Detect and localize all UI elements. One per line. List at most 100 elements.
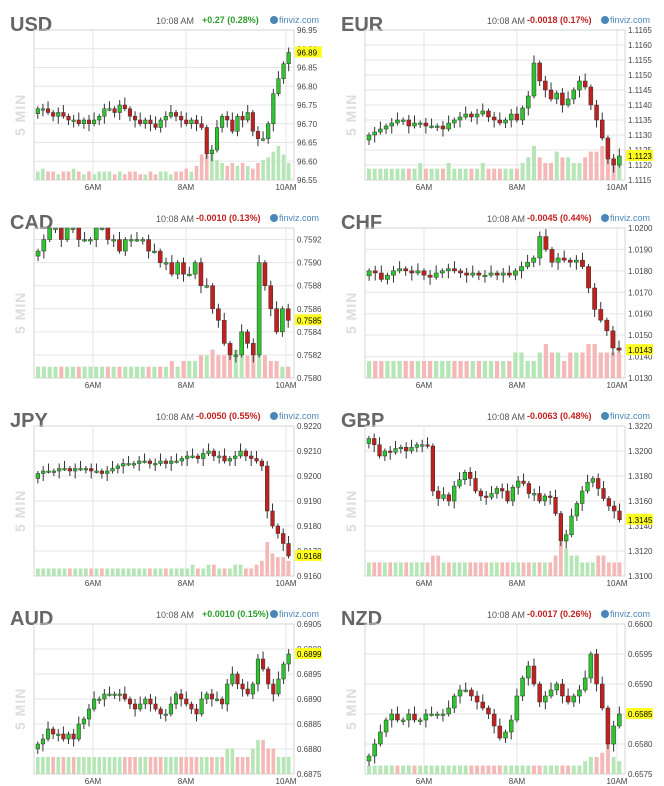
finviz-logo[interactable]: finviz.com [270, 15, 319, 25]
candle [565, 98, 571, 106]
candle [198, 262, 204, 286]
candle [35, 743, 40, 750]
candle [596, 478, 601, 489]
volume-bar [265, 542, 270, 576]
candle [417, 719, 423, 722]
candle [610, 330, 616, 349]
volume-bar [486, 765, 491, 774]
candle [143, 698, 148, 705]
candle [286, 653, 291, 665]
volume-bar [240, 757, 245, 774]
volume-bar [36, 568, 40, 576]
candle [588, 653, 594, 679]
volume-bar [397, 361, 402, 378]
volume-bar [286, 366, 291, 378]
candle [249, 455, 254, 459]
volume-bar [138, 757, 142, 774]
candle [173, 693, 179, 705]
last-price-marker [295, 46, 322, 58]
volume-bar [500, 562, 505, 576]
candle [484, 495, 489, 498]
volume-bar [418, 163, 423, 180]
candle [92, 698, 97, 710]
candle [567, 259, 573, 263]
volume-bar [286, 757, 291, 774]
volume-bar [52, 568, 56, 576]
candle [56, 112, 61, 117]
finviz-logo[interactable]: finviz.com [270, 609, 319, 619]
x-tick-label: 10AM [276, 183, 297, 192]
candle [276, 78, 281, 94]
last-price-marker [295, 550, 322, 561]
x-tick-label: 6AM [416, 381, 433, 390]
candle [436, 490, 441, 499]
volume-bar [271, 151, 276, 180]
candle [474, 695, 480, 703]
candle [204, 693, 209, 700]
watermark-text: finviz.com [610, 213, 651, 223]
watermark-text: finviz.com [610, 411, 651, 421]
y-tick-label: 0.9180 [297, 522, 322, 531]
volume-bar [222, 355, 227, 378]
finviz-logo[interactable]: finviz.com [601, 213, 650, 223]
volume-bar [110, 568, 115, 576]
candle [611, 725, 616, 745]
candle [463, 689, 468, 692]
volume-bar [97, 757, 102, 774]
volume-bar [401, 765, 406, 774]
volume-bar [82, 366, 87, 378]
change-value: -0.0063 (0.48%) [527, 411, 592, 421]
volume-bar [399, 562, 403, 576]
volume-bar [495, 361, 500, 378]
volume-bar [548, 562, 553, 576]
finviz-logo[interactable]: finviz.com [601, 15, 650, 25]
volume-bar [46, 171, 50, 180]
candle [425, 444, 430, 447]
candle [574, 503, 579, 517]
volume-bar [270, 553, 275, 576]
candle [131, 463, 136, 466]
x-tick-label: 8AM [509, 183, 526, 192]
x-tick-label: 10AM [607, 777, 628, 786]
volume-bar [88, 366, 93, 378]
finviz-logo[interactable]: finviz.com [601, 609, 650, 619]
finviz-logo[interactable]: finviz.com [270, 213, 319, 223]
x-tick-label: 8AM [178, 183, 195, 192]
candle [117, 104, 122, 113]
candle [268, 285, 274, 310]
volume-bar [588, 757, 593, 774]
volume-bar [129, 366, 134, 378]
candle [35, 473, 40, 479]
volume-bar [276, 557, 280, 576]
volume-bar [152, 366, 157, 378]
volume-bar [233, 564, 238, 576]
candle [174, 460, 179, 463]
candle [59, 227, 64, 240]
last-price-marker [626, 150, 653, 161]
candle [214, 127, 220, 151]
candle [76, 119, 81, 124]
volume-bar [480, 163, 485, 180]
y-tick-label: 1.1145 [628, 86, 652, 95]
volume-bar [526, 765, 531, 774]
volume-bar [46, 757, 50, 774]
candle [553, 497, 558, 514]
volume-bar [373, 361, 378, 378]
volume-bar [389, 765, 394, 774]
volume-bar [57, 568, 62, 576]
finviz-logo[interactable]: finviz.com [270, 411, 319, 421]
candle [168, 703, 173, 715]
candle [549, 249, 555, 263]
y-tick-label: 1.3100 [628, 572, 653, 581]
candle [480, 110, 486, 115]
y-tick-label: 1.1115 [628, 176, 652, 185]
volume-bar [117, 366, 122, 378]
candle [261, 138, 266, 141]
volume-bar [549, 352, 555, 378]
volume-bar [591, 562, 595, 576]
candle [179, 693, 184, 700]
candle [112, 108, 117, 113]
candle [400, 719, 406, 722]
finviz-logo[interactable]: finviz.com [601, 411, 650, 421]
y-tick-label: 0.6890 [297, 695, 322, 704]
